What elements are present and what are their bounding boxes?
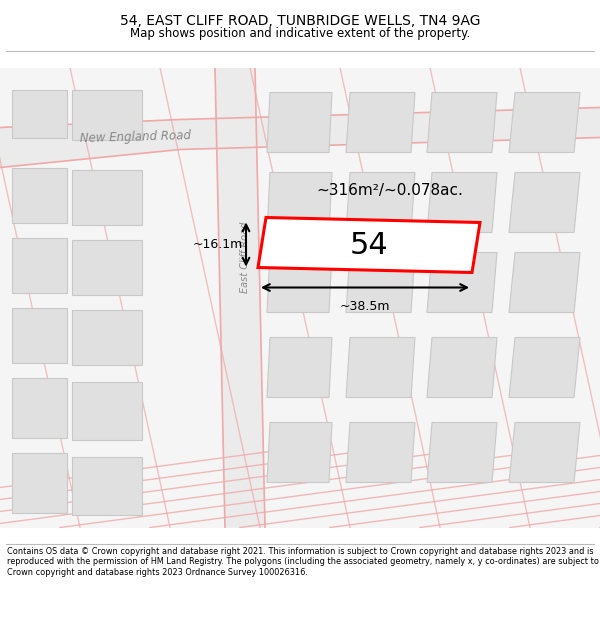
Polygon shape: [12, 168, 67, 222]
Text: ~316m²/~0.078ac.: ~316m²/~0.078ac.: [317, 182, 463, 198]
Polygon shape: [72, 89, 142, 139]
Polygon shape: [0, 68, 600, 528]
Polygon shape: [0, 107, 600, 168]
Polygon shape: [72, 456, 142, 514]
Text: New England Road: New England Road: [80, 129, 191, 146]
Polygon shape: [72, 309, 142, 364]
Polygon shape: [72, 239, 142, 294]
Polygon shape: [346, 92, 415, 152]
Text: Map shows position and indicative extent of the property.: Map shows position and indicative extent…: [130, 27, 470, 40]
Polygon shape: [12, 238, 67, 292]
Polygon shape: [215, 68, 265, 528]
Polygon shape: [427, 253, 497, 312]
Polygon shape: [427, 173, 497, 232]
Polygon shape: [346, 338, 415, 398]
Polygon shape: [267, 422, 332, 482]
Text: East Cliff Road: East Cliff Road: [240, 222, 250, 293]
Text: ~16.1m: ~16.1m: [193, 238, 243, 251]
Polygon shape: [12, 452, 67, 512]
Polygon shape: [509, 253, 580, 312]
Polygon shape: [12, 308, 67, 362]
Polygon shape: [267, 253, 332, 312]
Polygon shape: [267, 92, 332, 152]
Text: ~38.5m: ~38.5m: [340, 299, 390, 312]
Polygon shape: [258, 217, 480, 272]
Text: 54, EAST CLIFF ROAD, TUNBRIDGE WELLS, TN4 9AG: 54, EAST CLIFF ROAD, TUNBRIDGE WELLS, TN…: [120, 14, 480, 28]
Polygon shape: [346, 253, 415, 312]
Text: Contains OS data © Crown copyright and database right 2021. This information is : Contains OS data © Crown copyright and d…: [7, 547, 599, 577]
Polygon shape: [509, 92, 580, 152]
Polygon shape: [267, 338, 332, 398]
Polygon shape: [267, 173, 332, 232]
Polygon shape: [427, 338, 497, 398]
Polygon shape: [72, 169, 142, 224]
Polygon shape: [12, 378, 67, 438]
Polygon shape: [427, 422, 497, 482]
Polygon shape: [427, 92, 497, 152]
Polygon shape: [509, 173, 580, 232]
Polygon shape: [509, 422, 580, 482]
Polygon shape: [72, 381, 142, 439]
Polygon shape: [346, 422, 415, 482]
Polygon shape: [346, 173, 415, 232]
Polygon shape: [12, 89, 67, 138]
Text: 54: 54: [350, 231, 388, 259]
Polygon shape: [509, 338, 580, 398]
